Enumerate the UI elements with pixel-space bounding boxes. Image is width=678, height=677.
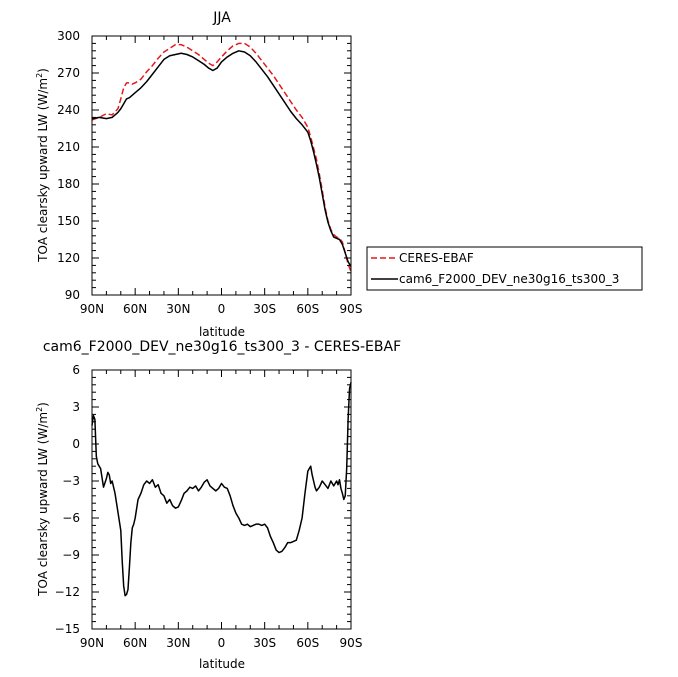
top-ylabel: TOA clearsky upward LW (W/m2) — [35, 68, 50, 263]
bottom-xlabel: latitude — [199, 657, 245, 671]
bottom-xtick-label: 0 — [218, 636, 226, 650]
bottom-xtick-label: 60N — [123, 636, 147, 650]
top-xtick-label: 60S — [296, 302, 319, 316]
top-series-group — [91, 42, 352, 272]
bottom-xtick-label: 60S — [296, 636, 319, 650]
bottom-ytick-label: −9 — [62, 548, 80, 562]
bottom-xtick-label: 30S — [253, 636, 276, 650]
legend-box — [366, 246, 643, 291]
top-ytick-label: 90 — [65, 288, 80, 302]
top-xtick-label: 30S — [253, 302, 276, 316]
top-xtick-label: 0 — [218, 302, 226, 316]
legend: CERES-EBAF cam6_F2000_DEV_ne30g16_ts300_… — [366, 246, 643, 291]
top-xtick-label: 90N — [80, 302, 104, 316]
bottom-ytick-label: 6 — [72, 363, 80, 377]
top-ytick-label: 240 — [57, 103, 80, 117]
bottom-xtick-label: 30N — [166, 636, 190, 650]
bottom-ticks-group: 90N 60N 30N 0 30S 60S 90S −15 −12 −9 −6 −3 0 3 6 — [55, 363, 363, 650]
top-ytick-label: 120 — [57, 251, 80, 265]
bottom-ytick-label: −6 — [62, 511, 80, 525]
top-series-line-1 — [91, 50, 352, 268]
bottom-xtick-label: 90S — [340, 636, 363, 650]
top-ytick-label: 150 — [57, 214, 80, 228]
top-ytick-label: 210 — [57, 140, 80, 154]
top-panel: JJA 90N 60N 30N 0 30S 60S 90S 90 120 150 180 210 240… — [35, 10, 643, 339]
bottom-series-group — [91, 382, 352, 597]
top-xlabel: latitude — [199, 325, 245, 339]
top-xtick-label: 30N — [166, 302, 190, 316]
bottom-ylabel: TOA clearsky upward LW (W/m2) — [35, 402, 50, 597]
bottom-ytick-label: 3 — [72, 400, 80, 414]
bottom-ytick-label: 0 — [72, 437, 80, 451]
bottom-panel-title: cam6_F2000_DEV_ne30g16_ts300_3 - CERES-E… — [43, 339, 401, 355]
bottom-panel: cam6_F2000_DEV_ne30g16_ts300_3 - CERES-E… — [35, 339, 401, 671]
top-series-line-0 — [91, 42, 352, 272]
top-panel-title: JJA — [212, 10, 231, 26]
bottom-ytick-label: −15 — [55, 622, 80, 636]
bottom-xtick-label: 90N — [80, 636, 104, 650]
bottom-series-line-0 — [91, 382, 352, 597]
top-ticks-group: 90N 60N 30N 0 30S 60S 90S 90 120 150 180 210 240 270 3… — [57, 29, 362, 316]
legend-label-ceres: CERES-EBAF — [399, 251, 474, 265]
top-xtick-label: 60N — [123, 302, 147, 316]
bottom-plot-frame — [91, 369, 352, 630]
top-ytick-label: 270 — [57, 66, 80, 80]
top-plot-frame — [91, 35, 352, 296]
legend-label-cam6: cam6_F2000_DEV_ne30g16_ts300_3 — [399, 272, 619, 286]
top-ytick-label: 300 — [57, 29, 80, 43]
bottom-ytick-label: −12 — [55, 585, 80, 599]
bottom-ytick-label: −3 — [62, 474, 80, 488]
top-xtick-label: 90S — [340, 302, 363, 316]
top-ytick-label: 180 — [57, 177, 80, 191]
